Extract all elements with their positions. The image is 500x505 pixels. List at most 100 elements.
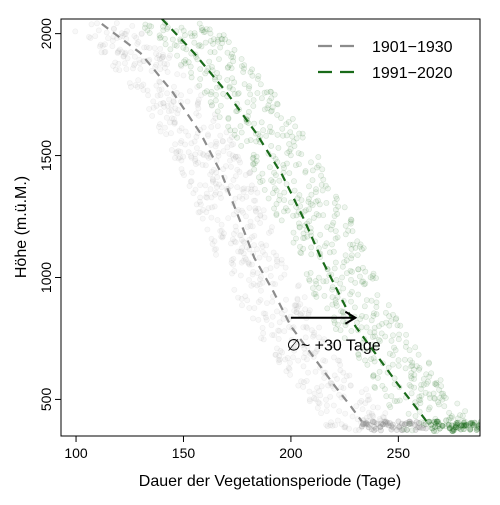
data-point [454,415,461,422]
data-point [274,256,280,263]
data-point [240,250,247,257]
data-point [457,422,464,429]
data-point [362,313,369,320]
data-point [231,268,238,274]
data-point [226,84,233,91]
data-point [215,152,222,159]
data-point [418,386,424,392]
data-point [165,55,172,61]
data-point [220,148,227,155]
data-point [387,404,394,410]
data-point [208,142,214,148]
data-point [198,92,204,99]
data-point [254,282,261,289]
data-point [281,328,288,335]
data-point [323,278,330,285]
data-point [247,169,254,175]
data-point [347,382,354,389]
data-point [188,154,195,161]
data-point [257,287,264,294]
data-point [230,211,237,218]
data-point [131,60,138,67]
data-point [268,322,275,329]
data-point [272,172,279,178]
data-point [358,389,365,395]
data-point [334,375,340,382]
data-point [228,65,235,72]
data-point [457,412,463,419]
data-point [357,316,364,322]
data-point [411,421,418,428]
data-point [379,320,385,327]
data-point [431,380,438,387]
data-point [325,382,331,389]
data-point [210,118,217,124]
data-point [425,406,432,413]
data-point [183,46,190,53]
data-point [376,368,383,375]
data-point [246,305,253,311]
data-point [336,357,343,364]
data-point [288,336,295,343]
data-point [262,251,268,258]
data-point [304,324,310,331]
data-point [332,259,339,266]
data-point [248,188,254,195]
data-point [199,27,206,34]
data-point [393,315,400,322]
data-point [337,362,344,368]
data-point [237,159,243,166]
data-point [364,361,371,368]
data-point [369,275,376,282]
data-point [228,163,234,170]
data-point [202,70,209,77]
data-point [323,199,330,206]
data-point [246,83,253,90]
data-point [276,356,283,363]
data-point [386,350,393,357]
data-point [334,210,340,217]
data-point [370,418,377,425]
data-point [389,352,396,359]
annotation-text: ∅~ +30 Tage [287,338,381,355]
data-point [331,265,338,272]
data-point [216,74,223,81]
data-point [277,274,284,281]
data-point [396,331,402,338]
data-point [462,408,468,414]
data-point [428,421,434,428]
data-point [298,151,305,158]
data-point [406,420,413,427]
data-point [146,45,153,51]
data-point [174,110,181,117]
data-point [331,199,338,206]
data-point [352,427,359,434]
data-point [156,35,163,42]
data-point [425,360,432,367]
data-point [230,155,237,162]
data-point [187,30,194,37]
data-point [302,334,309,341]
data-point [191,30,198,36]
data-point [300,245,307,252]
data-point [458,422,465,429]
data-point [257,212,264,218]
data-point [409,359,416,366]
data-point [282,205,289,211]
data-point [330,248,337,255]
data-point [347,241,353,248]
data-point [261,106,268,113]
data-point [278,310,285,317]
data-point [369,334,376,340]
data-point [462,423,469,429]
data-point [161,124,168,131]
data-point [331,372,338,379]
data-point [287,129,294,135]
data-point [141,24,148,31]
data-point [371,423,378,430]
data-point [367,329,374,336]
data-point [196,82,203,89]
data-point [131,53,138,60]
data-point [72,28,79,35]
